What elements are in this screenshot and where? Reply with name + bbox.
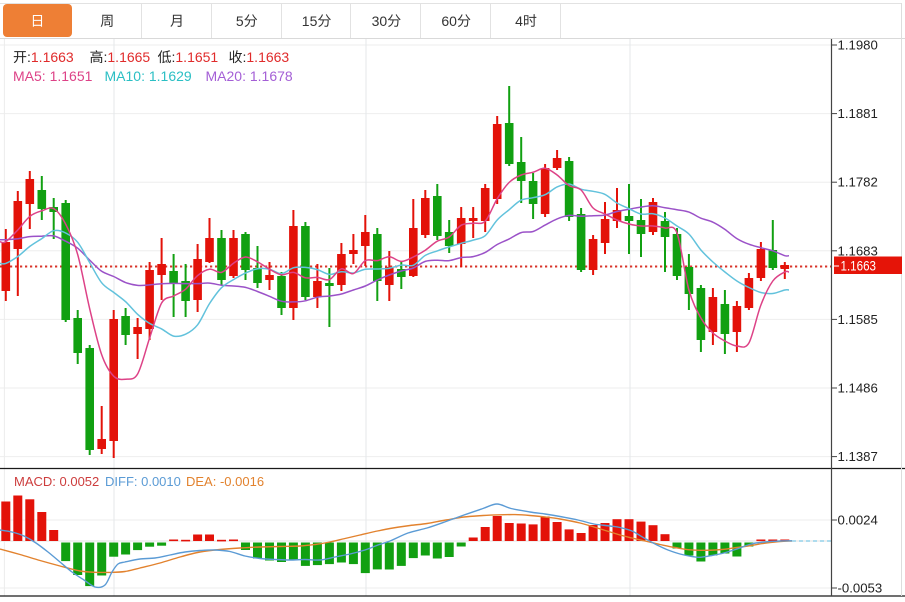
svg-text:DIFF: 0.0010: DIFF: 0.0010 xyxy=(105,474,181,489)
svg-text:0.0024: 0.0024 xyxy=(838,513,878,528)
svg-text:1.1486: 1.1486 xyxy=(838,381,878,396)
svg-text::1.1651: :1.1651 xyxy=(172,49,219,65)
svg-text:1.1683: 1.1683 xyxy=(838,243,878,258)
svg-text:15: 15 xyxy=(302,13,318,29)
svg-text:4: 4 xyxy=(515,13,523,29)
svg-text:DEA: -0.0016: DEA: -0.0016 xyxy=(186,474,264,489)
svg-text:-0.0053: -0.0053 xyxy=(838,581,883,596)
svg-text:MA10: 1.1629: MA10: 1.1629 xyxy=(105,68,192,84)
svg-text:MACD: 0.0052: MACD: 0.0052 xyxy=(14,474,99,489)
svg-text:60: 60 xyxy=(441,13,457,29)
svg-text:1.1585: 1.1585 xyxy=(838,312,878,327)
svg-text:1.1387: 1.1387 xyxy=(838,449,878,464)
svg-text:MA5: 1.1651: MA5: 1.1651 xyxy=(13,68,93,84)
svg-text:1.1782: 1.1782 xyxy=(838,175,878,190)
svg-text::1.1665: :1.1665 xyxy=(104,49,151,65)
svg-text::1.1663: :1.1663 xyxy=(27,49,74,65)
svg-text:1.1663: 1.1663 xyxy=(841,259,877,274)
svg-text::1.1663: :1.1663 xyxy=(243,49,290,65)
svg-text:5: 5 xyxy=(236,13,244,29)
svg-text:1.1980: 1.1980 xyxy=(838,38,878,53)
svg-text:30: 30 xyxy=(372,13,388,29)
svg-text:MA20: 1.1678: MA20: 1.1678 xyxy=(206,68,293,84)
svg-text:1.1881: 1.1881 xyxy=(838,106,878,121)
